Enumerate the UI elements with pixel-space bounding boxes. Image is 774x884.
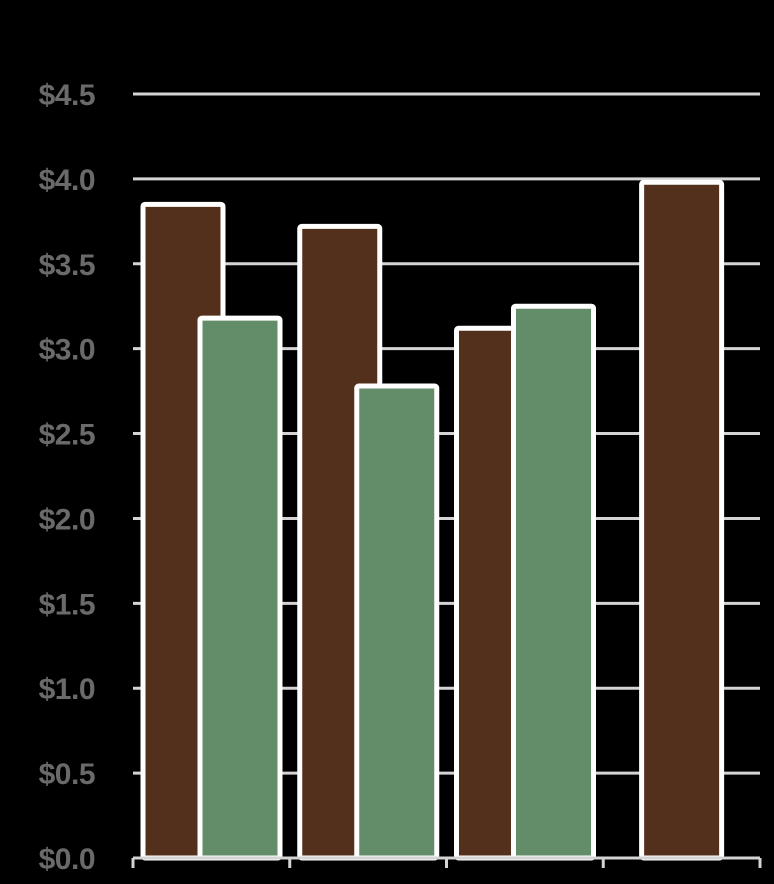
- y-tick-label: $4.5: [39, 79, 95, 112]
- y-axis-tick-labels: $0.0 $0.5 $1.0 $1.5 $2.0 $2.5 $3.0 $3.5 $4.0 $4.5: [39, 79, 96, 876]
- bar-series-1-category-4: [639, 179, 725, 861]
- y-tick-label: $0.5: [39, 758, 95, 791]
- y-tick-label: $2.0: [39, 503, 95, 536]
- y-tick-label: $3.5: [39, 249, 95, 282]
- bar-series-2-category-2: [354, 383, 440, 861]
- y-tick-label: $3.0: [39, 334, 95, 367]
- x-axis: [131, 856, 762, 868]
- y-tick-label: $0.0: [39, 843, 95, 876]
- bars: [140, 179, 725, 861]
- bar-series-2-category-1: [197, 315, 283, 861]
- bar-series-2-category-3: [511, 303, 596, 861]
- y-tick-label: $1.5: [39, 588, 95, 621]
- y-tick-label: $1.0: [39, 673, 95, 706]
- y-tick-label: $4.0: [39, 164, 95, 197]
- y-tick-label: $2.5: [39, 419, 95, 452]
